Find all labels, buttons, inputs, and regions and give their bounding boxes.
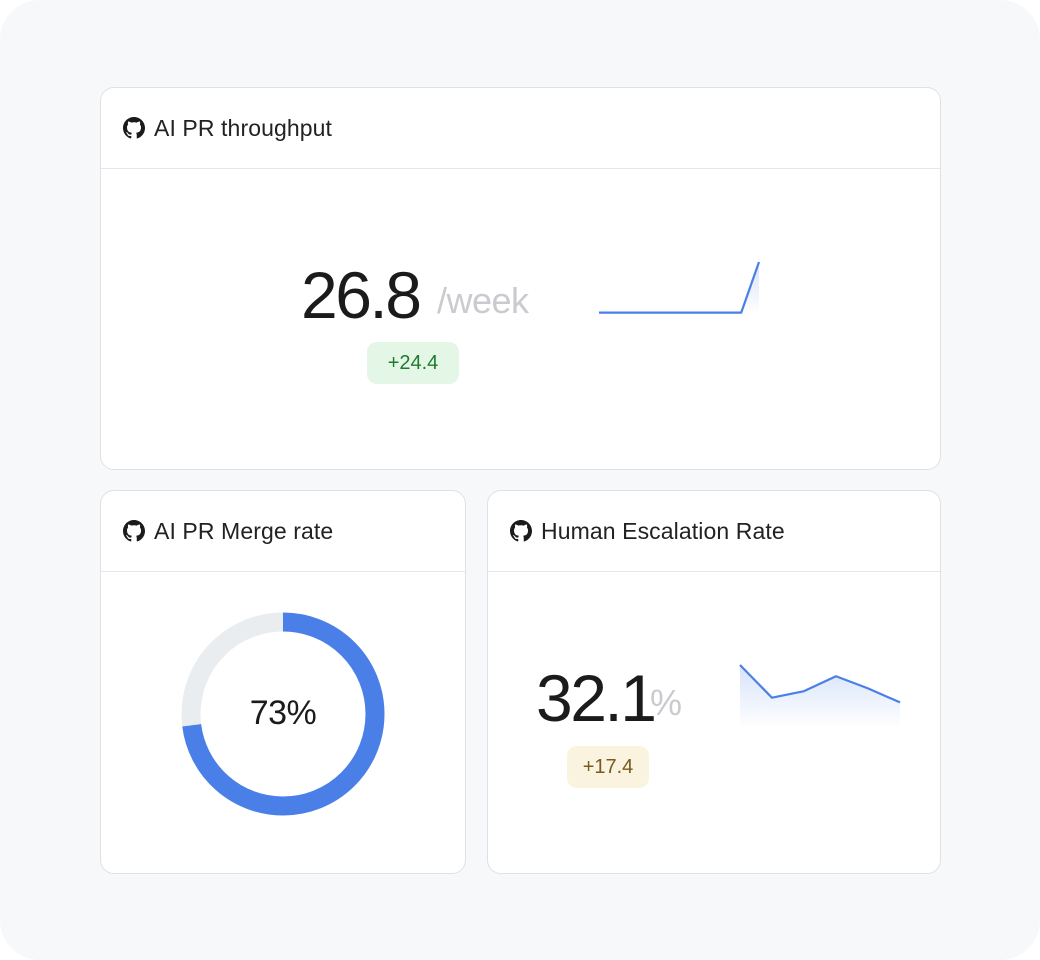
throughput-card: AI PR throughput 26.8 /week +24.4	[100, 87, 941, 470]
sparkline-line	[739, 664, 901, 704]
escalation-rate-card: Human Escalation Rate 32.1 % +17.4	[487, 490, 941, 874]
throughput-value: 26.8	[301, 258, 422, 332]
merge-rate-donut: 73%	[181, 612, 385, 816]
sparkline-area	[740, 665, 900, 729]
throughput-sparkline	[599, 261, 761, 315]
sparkline-line	[599, 261, 761, 314]
card-title: Human Escalation Rate	[541, 517, 785, 544]
throughput-delta-badge: +24.4	[367, 342, 459, 384]
throughput-card-header: AI PR throughput	[101, 88, 940, 169]
throughput-unit: /week	[437, 280, 529, 321]
merge-rate-value: 73%	[249, 694, 317, 732]
card-title: AI PR Merge rate	[154, 517, 334, 544]
sparkline-area	[599, 262, 759, 315]
merge-rate-card-header: AI PR Merge rate	[101, 491, 465, 572]
merge-rate-card: AI PR Merge rate 73%	[100, 490, 466, 874]
donut-progress-arc	[181, 612, 385, 816]
card-title: AI PR throughput	[154, 114, 333, 141]
github-icon	[123, 520, 145, 542]
escalation-sparkline	[739, 664, 901, 729]
escalation-rate-unit: %	[650, 682, 682, 723]
escalation-rate-card-header: Human Escalation Rate	[488, 491, 940, 572]
escalation-rate-value: 32.1	[536, 661, 657, 735]
github-icon	[123, 117, 145, 139]
github-icon	[510, 520, 532, 542]
escalation-delta-badge: +17.4	[567, 746, 649, 788]
